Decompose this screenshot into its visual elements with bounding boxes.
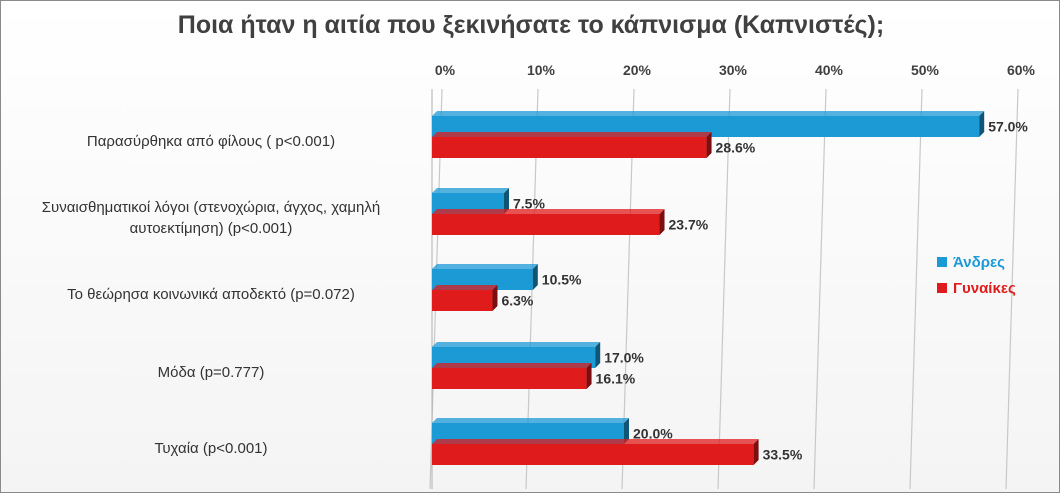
legend-swatch-men <box>937 257 947 267</box>
legend: Άνδρες Γυναίκες <box>937 249 1016 301</box>
data-label-men: 7.5% <box>513 196 545 212</box>
gridline <box>909 88 923 490</box>
legend-item-women: Γυναίκες <box>937 275 1016 301</box>
category-label: Παρασύρθηκα από φίλους ( p<0.001) <box>86 132 336 150</box>
category-label: Συναισθηματικοί λόγοι (στενοχώρια, άγχος… <box>41 199 381 237</box>
bar-women <box>432 363 592 389</box>
legend-label-men: Άνδρες <box>953 253 1005 271</box>
x-tick-label: 0% <box>435 62 456 78</box>
bar-men <box>432 418 629 444</box>
legend-swatch-women <box>937 283 947 293</box>
data-label-women: 28.6% <box>716 140 756 156</box>
gridline <box>1005 88 1019 490</box>
chart-title: Ποια ήταν η αιτία που ξεκινήσατε το κάπν… <box>177 11 885 39</box>
bar-women <box>432 285 498 311</box>
data-label-men: 57.0% <box>988 119 1028 135</box>
category-label: Μόδα (p=0.777) <box>157 363 265 381</box>
bar-men <box>432 188 509 214</box>
x-tick-label: 10% <box>527 62 556 78</box>
category-label: Το θεώρησα κοινωνικά αποδεκτό (p=0.072) <box>67 285 355 303</box>
data-label-men: 17.0% <box>604 350 644 366</box>
bar-men <box>432 264 538 290</box>
x-tick-label: 20% <box>623 62 652 78</box>
bar-men <box>432 342 601 368</box>
legend-label-women: Γυναίκες <box>953 279 1016 297</box>
data-label-women: 23.7% <box>669 217 709 233</box>
x-tick-label: 50% <box>911 62 940 78</box>
legend-item-men: Άνδρες <box>937 249 1016 275</box>
bar-women <box>432 132 712 158</box>
data-label-women: 33.5% <box>763 447 803 463</box>
data-label-women: 16.1% <box>596 371 636 387</box>
data-label-women: 6.3% <box>501 293 533 309</box>
x-tick-label: 60% <box>1007 62 1036 78</box>
data-label-men: 10.5% <box>542 272 582 288</box>
gridline <box>813 88 827 490</box>
category-label: Τυχαία (p<0.001) <box>154 439 268 457</box>
gridline <box>717 88 731 490</box>
x-tick-label: 30% <box>719 62 748 78</box>
bar-women <box>432 439 759 465</box>
bar-women <box>432 209 665 235</box>
x-tick-label: 40% <box>815 62 844 78</box>
bar-men <box>432 111 985 137</box>
data-label-men: 20.0% <box>633 426 673 442</box>
